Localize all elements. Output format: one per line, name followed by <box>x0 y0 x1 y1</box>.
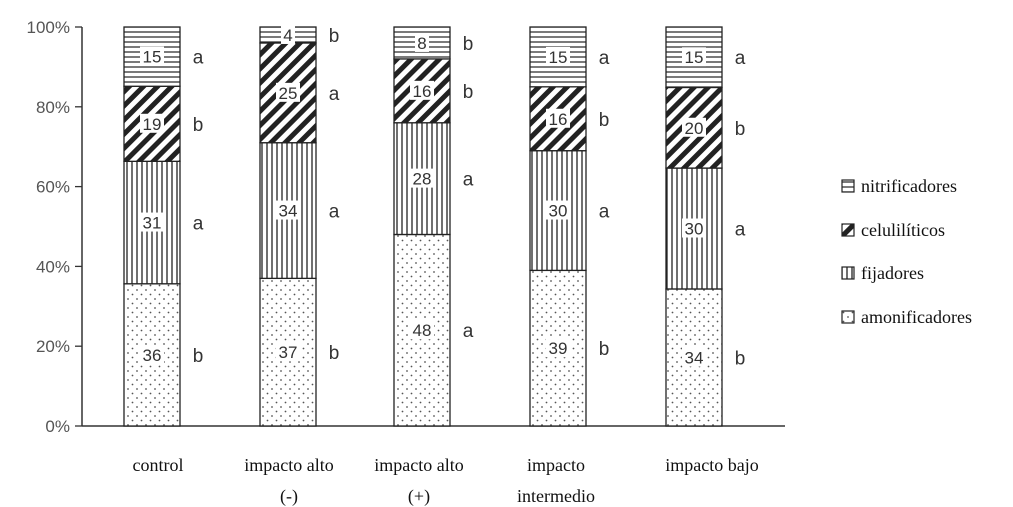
significance-letter: a <box>193 48 204 69</box>
value-label-bg <box>140 46 164 66</box>
value-label-bg <box>281 24 295 44</box>
category-label: impacto bajo <box>665 455 758 475</box>
value-label-bg <box>140 212 164 232</box>
significance-letter: b <box>193 346 204 367</box>
y-tick-label: 80% <box>36 98 70 117</box>
y-tick-label: 20% <box>36 337 70 356</box>
category-label: control <box>133 455 184 475</box>
value-label: 16 <box>413 82 432 101</box>
category-label: (-) <box>280 486 298 507</box>
value-label: 20 <box>685 119 704 138</box>
value-label-bg <box>546 46 570 66</box>
y-tick-label: 0% <box>45 417 70 436</box>
value-label: 30 <box>685 220 704 239</box>
value-label: 34 <box>685 348 704 367</box>
value-label-bg <box>140 113 164 133</box>
value-label-bg <box>276 200 300 220</box>
value-label: 4 <box>283 26 292 45</box>
value-label-bg <box>140 344 164 364</box>
significance-letter: a <box>329 84 340 105</box>
value-label: 19 <box>143 115 162 134</box>
significance-letter: b <box>329 343 340 364</box>
category-label: (+) <box>408 486 430 507</box>
significance-letter: a <box>329 202 340 223</box>
value-label: 25 <box>279 84 298 103</box>
value-label-bg <box>415 32 429 52</box>
value-label: 8 <box>417 34 426 53</box>
significance-letter: a <box>599 48 610 69</box>
significance-letter: b <box>463 34 474 55</box>
value-label-bg <box>682 47 706 67</box>
significance-letter: b <box>735 119 746 140</box>
value-label-bg <box>682 218 706 238</box>
significance-letter: b <box>329 26 340 47</box>
significance-letter: a <box>735 48 746 69</box>
value-label: 31 <box>143 214 162 233</box>
legend-label: fijadores <box>861 263 924 283</box>
value-label: 36 <box>143 346 162 365</box>
legend-label: amonificadores <box>861 307 972 327</box>
value-label-bg <box>682 347 706 367</box>
value-label: 28 <box>413 170 432 189</box>
value-label: 48 <box>413 321 432 340</box>
value-label: 30 <box>549 202 568 221</box>
value-label-bg <box>546 108 570 128</box>
legend-swatch <box>841 223 855 237</box>
significance-letter: a <box>735 220 746 241</box>
significance-letter: b <box>193 115 204 136</box>
y-tick-label: 60% <box>36 178 70 197</box>
category-label: impacto <box>527 455 585 475</box>
value-label: 15 <box>549 48 568 67</box>
significance-letter: b <box>599 110 610 131</box>
legend-label: celulilíticos <box>861 220 945 240</box>
value-label-bg <box>682 117 706 137</box>
significance-letter: b <box>463 82 474 103</box>
significance-letter: b <box>735 348 746 369</box>
category-labels: control impacto alto (-) impacto alto (+) imp… <box>133 455 759 507</box>
value-label: 37 <box>279 343 298 362</box>
significance-letter: a <box>599 202 610 223</box>
value-label-bg <box>276 82 300 102</box>
value-label: 15 <box>143 48 162 67</box>
significance-letter: a <box>463 321 474 342</box>
category-label: impacto alto <box>374 455 463 475</box>
value-label-bg <box>276 342 300 362</box>
significance-letter: a <box>193 214 204 235</box>
value-label: 16 <box>549 110 568 129</box>
legend: nitrificadores celulilíticos fijadores amon… <box>841 176 972 327</box>
value-label-bg <box>546 200 570 220</box>
y-tick-label: 100% <box>27 18 70 37</box>
value-label: 39 <box>549 339 568 358</box>
category-label: intermedio <box>517 486 595 506</box>
significance-letter: a <box>463 170 474 191</box>
legend-label: nitrificadores <box>861 176 957 196</box>
y-tick-label: 40% <box>36 257 70 276</box>
legend-swatch <box>841 310 855 324</box>
bar-segment-nitrificadores <box>393 26 451 60</box>
value-label-bg <box>546 338 570 358</box>
bar-segment-fijadores <box>393 122 451 236</box>
value-label-bg <box>410 168 434 188</box>
value-label-bg <box>410 320 434 340</box>
value-label: 34 <box>279 202 298 221</box>
y-axis-ticks: 0% 20% 40% 60% 80% 100% <box>27 18 82 436</box>
bar-stacks: 36 b 31 a 19 b 15 a 37 b 34 a 25 a 4 b 48 a 28 a 16 b 8 b 39 b 30 a… <box>123 24 746 427</box>
significance-letter: b <box>599 339 610 360</box>
category-label: impacto alto <box>244 455 333 475</box>
value-label: 15 <box>685 48 704 67</box>
legend-swatch <box>841 266 855 280</box>
legend-swatch <box>841 179 855 193</box>
value-label-bg <box>410 80 434 100</box>
